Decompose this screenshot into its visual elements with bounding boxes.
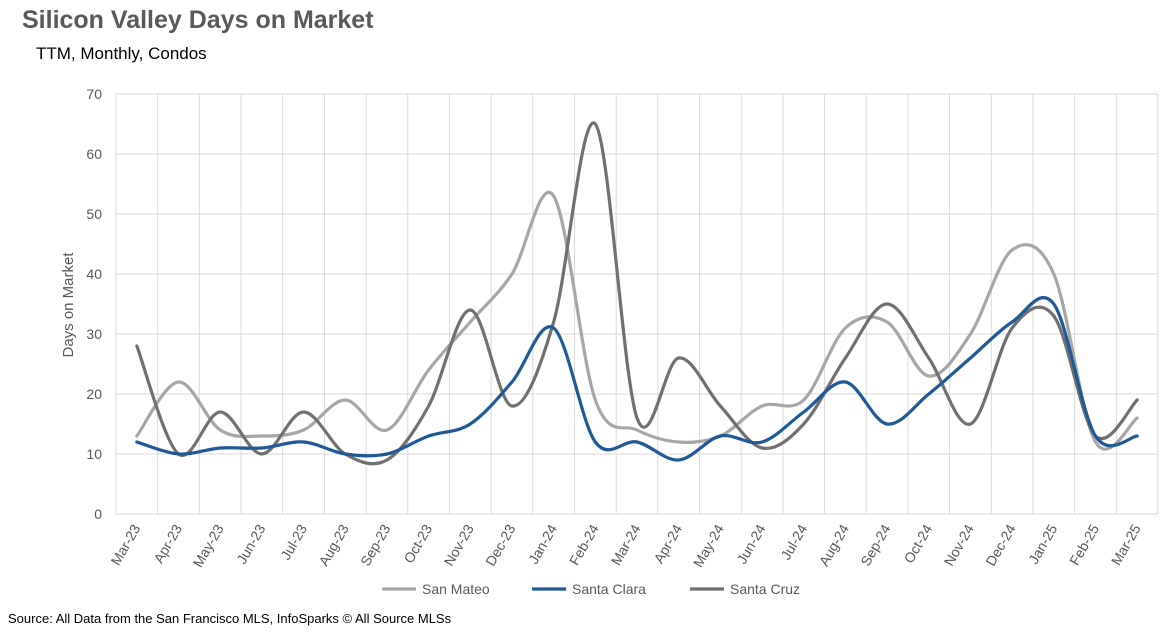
x-tick-label: Jun-24 (733, 521, 768, 566)
x-tick-label: Mar-24 (608, 521, 644, 568)
x-tick-label: Sep-24 (857, 521, 894, 568)
x-tick-label: Jun-23 (233, 521, 268, 566)
x-tick-label: Mar-23 (107, 521, 143, 568)
y-tick-label: 20 (86, 386, 102, 402)
x-tick-label: Mar-25 (1108, 521, 1144, 568)
x-tick-label: Oct-24 (900, 521, 935, 566)
x-tick-label: Nov-24 (941, 521, 978, 568)
x-tick-label: May-24 (690, 521, 727, 570)
y-tick-label: 10 (86, 446, 102, 462)
x-tick-label: Feb-25 (1066, 521, 1102, 568)
x-tick-label: Apr-23 (150, 521, 185, 566)
series-line-santa-clara (135, 295, 1139, 462)
chart-title: Silicon Valley Days on Market (22, 6, 374, 34)
x-tick-label: Nov-23 (440, 521, 477, 568)
line-chart: 0 10 20 30 40 50 60 70 Mar-23 Apr-23 May-23 Jun-23… (60, 86, 1159, 597)
x-tick-label: Jan-24 (525, 521, 560, 566)
grid-lines (115, 93, 1159, 515)
x-tick-label: Jan-25 (1025, 521, 1060, 566)
source-note: Source: All Data from the San Francisco … (8, 611, 452, 626)
y-tick-label: 70 (86, 86, 102, 102)
x-tick-label: Apr-24 (650, 521, 685, 566)
y-tick-label: 30 (86, 326, 102, 342)
legend: San Mateo Santa Clara Santa Cruz (382, 581, 800, 597)
series-line-santa-cruz (135, 121, 1139, 466)
x-tick-label: Aug-24 (816, 521, 853, 568)
x-tick-label: Aug-23 (315, 521, 352, 568)
x-axis-ticks: Mar-23 Apr-23 May-23 Jun-23 Jul-23 Aug-23 Sep-… (107, 521, 1143, 570)
x-tick-label: Sep-23 (357, 521, 394, 568)
y-tick-label: 0 (94, 506, 102, 522)
y-tick-label: 60 (86, 146, 102, 162)
x-tick-label: Jul-24 (777, 521, 810, 562)
chart-subtitle: TTM, Monthly, Condos (36, 44, 207, 63)
series-lines (135, 121, 1139, 466)
x-tick-label: Dec-24 (982, 521, 1019, 568)
series-line-san-mateo (135, 191, 1139, 451)
x-tick-label: Dec-23 (482, 521, 519, 568)
legend-label-santa-cruz: Santa Cruz (730, 581, 800, 597)
x-tick-label: Jul-23 (277, 521, 310, 562)
x-tick-label: May-23 (190, 521, 227, 570)
y-tick-label: 50 (86, 206, 102, 222)
y-axis-label: Days on Market (60, 252, 77, 358)
legend-label-san-mateo: San Mateo (422, 581, 490, 597)
legend-label-santa-clara: Santa Clara (572, 581, 646, 597)
y-tick-label: 40 (86, 266, 102, 282)
x-tick-label: Oct-23 (400, 521, 435, 566)
y-axis-ticks: 0 10 20 30 40 50 60 70 (86, 86, 102, 522)
x-tick-label: Feb-24 (566, 521, 602, 568)
